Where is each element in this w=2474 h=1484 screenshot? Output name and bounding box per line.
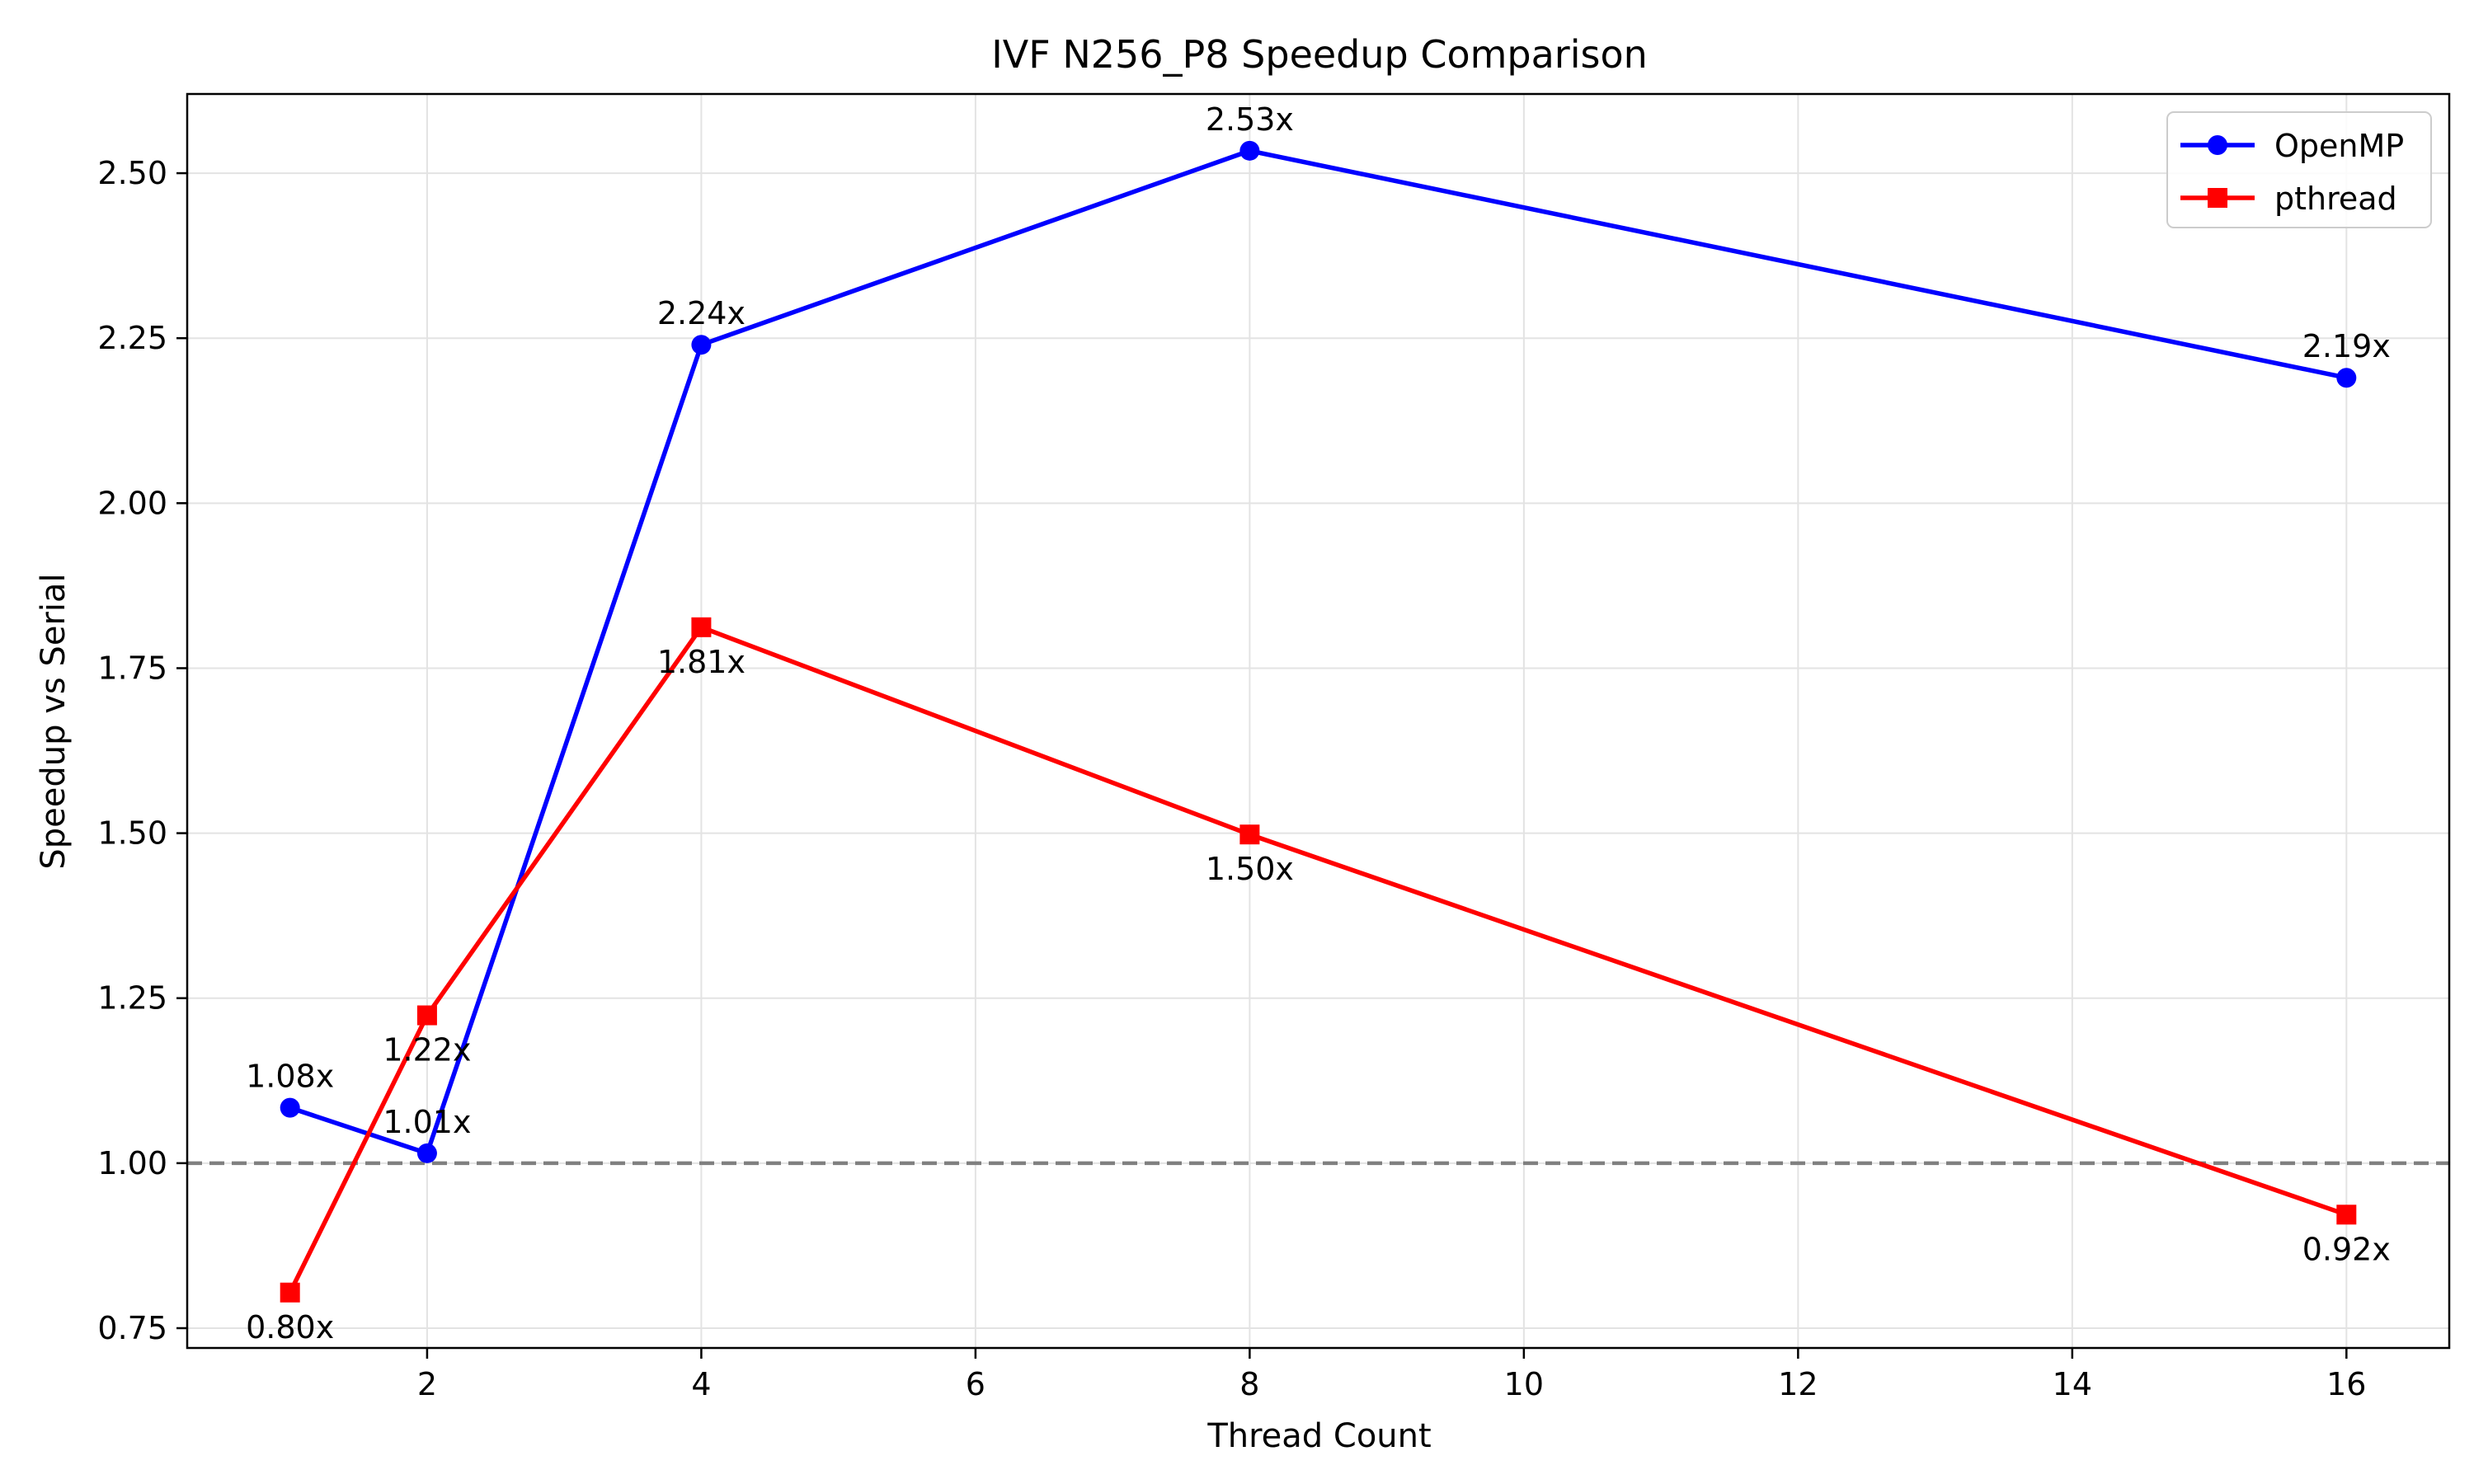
x-tick-label: 4 — [691, 1366, 711, 1402]
data-point — [416, 1143, 437, 1163]
y-tick-label: 0.75 — [97, 1310, 167, 1346]
data-label: 2.19x — [2302, 328, 2391, 364]
data-point — [280, 1282, 300, 1303]
data-point — [280, 1097, 300, 1118]
y-tick-label: 1.00 — [97, 1145, 167, 1181]
series-openmp: 1.08x 1.01x 2.24x 2.53x 2.19x — [246, 101, 2391, 1163]
data-point — [1239, 140, 1260, 161]
y-tick-label: 2.00 — [97, 485, 167, 521]
plot-frame — [186, 92, 2451, 1350]
y-tick-label: 1.50 — [97, 815, 167, 852]
legend: OpenMP pthread — [2166, 111, 2432, 228]
x-tick-label: 6 — [966, 1366, 985, 1402]
data-label: 1.22x — [383, 1032, 471, 1068]
series-group: 1.08x 1.01x 2.24x 2.53x 2.19x 0.80x 1.22x 1.81x… — [246, 101, 2391, 1345]
axis-ticks: 2 4 6 8 10 12 14 16 0.75 1.00 1.25 1.50 1.75 2.00 2.25… — [97, 155, 2366, 1402]
legend-item-pthread: pthread — [2180, 181, 2397, 217]
x-tick-label: 14 — [2053, 1366, 2092, 1402]
x-tick-label: 8 — [1239, 1366, 1259, 1402]
data-label: 2.53x — [1206, 101, 1294, 138]
x-axis-label: Thread Count — [1206, 1417, 1431, 1455]
legend-item-openmp: OpenMP — [2180, 128, 2404, 164]
data-point — [416, 1005, 437, 1026]
data-label: 0.92x — [2302, 1231, 2391, 1267]
data-label: 0.80x — [246, 1309, 334, 1345]
data-label: 1.08x — [246, 1059, 334, 1095]
legend-label: OpenMP — [2274, 128, 2404, 164]
x-tick-label: 2 — [417, 1366, 437, 1402]
data-point — [2336, 1205, 2357, 1225]
y-tick-label: 1.25 — [97, 980, 167, 1017]
legend-marker — [2208, 135, 2227, 155]
y-tick-label: 2.50 — [97, 155, 167, 191]
data-label: 1.50x — [1206, 851, 1294, 887]
data-point — [691, 617, 712, 637]
y-axis-label: Speedup vs Serial — [35, 573, 73, 869]
data-label: 1.81x — [657, 644, 745, 680]
data-label: 2.24x — [657, 295, 745, 331]
x-tick-label: 16 — [2326, 1366, 2366, 1402]
chart-title: IVF N256_P8 Speedup Comparison — [991, 32, 1648, 77]
data-label: 1.01x — [383, 1104, 471, 1140]
y-tick-label: 2.25 — [97, 320, 167, 356]
legend-marker — [2208, 188, 2227, 208]
legend-label: pthread — [2274, 181, 2397, 217]
y-tick-label: 1.75 — [97, 650, 167, 686]
series-pthread: 0.80x 1.22x 1.81x 1.50x 0.92x — [246, 617, 2391, 1345]
x-tick-label: 12 — [1778, 1366, 1818, 1402]
data-point — [2336, 368, 2357, 388]
data-point — [1239, 824, 1260, 845]
data-point — [691, 335, 712, 355]
x-tick-label: 10 — [1504, 1366, 1544, 1402]
